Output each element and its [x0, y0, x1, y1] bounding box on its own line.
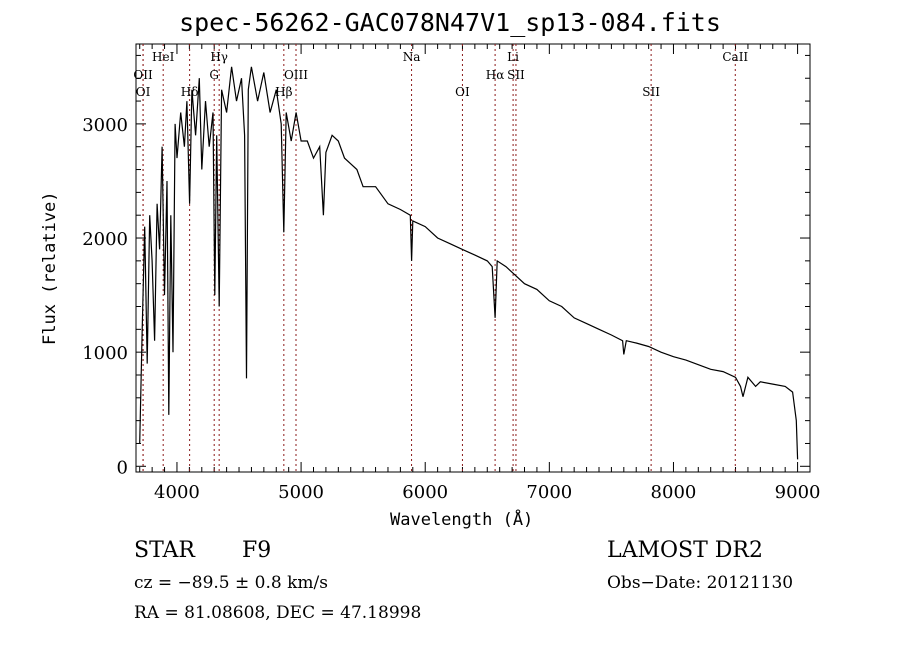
x-tick-label: 5000 — [278, 482, 324, 503]
x-axis-label: Wavelength (Å) — [390, 510, 534, 530]
spectral-line-label: Hγ — [210, 50, 228, 64]
y-tick-label: 0 — [117, 457, 128, 478]
coordinates-text: RA = 81.08608, DEC = 47.18998 — [134, 603, 422, 623]
obs-date: Obs−Date: 20121130 — [607, 573, 794, 593]
spectral-line-label: G — [209, 68, 219, 82]
spectral-line-label: SII — [642, 85, 660, 99]
flux-spectrum-line — [139, 66, 799, 460]
object-subclass: F9 — [242, 538, 272, 563]
spectral-line-label: Hδ — [181, 85, 199, 99]
spectral-line-label: Na — [403, 50, 421, 64]
x-tick-label: 8000 — [651, 482, 697, 503]
y-axis-label: Flux (relative) — [40, 191, 60, 345]
spectral-line-label: Li — [507, 50, 519, 64]
spectral-line-label: OI — [136, 85, 151, 99]
y-tick-label: 3000 — [82, 115, 128, 136]
chart-title: spec-56262-GAC078N47V1_sp13-084.fits — [179, 8, 721, 37]
x-tick-label: 4000 — [154, 482, 200, 503]
spectral-line-label: HeI — [152, 50, 175, 64]
spectral-line-label: OI — [455, 85, 470, 99]
plot-frame — [135, 43, 811, 473]
survey-label: LAMOST DR2 — [607, 538, 763, 563]
y-tick-label: 1000 — [82, 343, 128, 364]
redshift-text: cz = −89.5 ± 0.8 km/s — [134, 573, 328, 593]
spectral-line-label: SII — [507, 68, 525, 82]
object-class: STAR — [134, 538, 195, 563]
x-tick-label: 9000 — [775, 482, 821, 503]
spectral-line-label: Hα — [486, 68, 505, 82]
x-tick-label: 7000 — [526, 482, 572, 503]
y-tick-label: 2000 — [82, 229, 128, 250]
spectral-line-label: OIII — [284, 68, 308, 82]
x-tick-label: 6000 — [402, 482, 448, 503]
spectral-line-label: Hβ — [275, 85, 292, 99]
spectral-line-label: CaII — [722, 50, 748, 64]
